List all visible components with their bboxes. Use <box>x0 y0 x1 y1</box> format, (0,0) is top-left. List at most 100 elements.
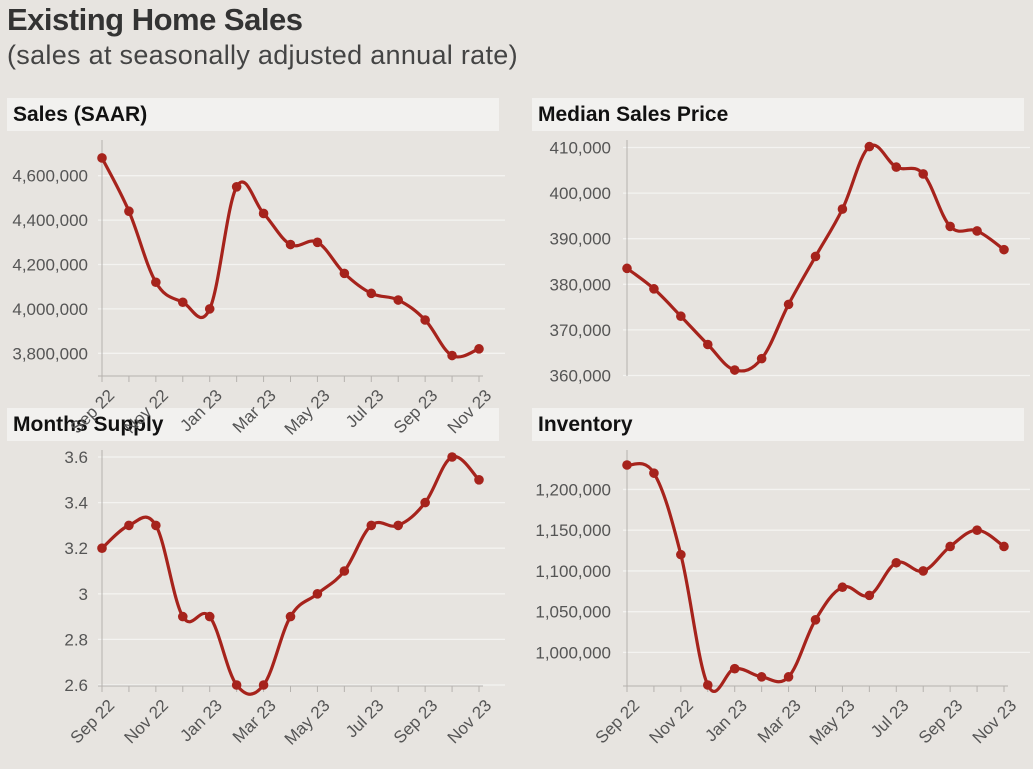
chart-sales: 3,800,000 4,000,000 4,200,000 4,400,000 4,60… <box>12 140 505 439</box>
x-tick-label: Jan 23 <box>701 696 751 746</box>
data-point <box>756 672 767 682</box>
data-point <box>285 239 296 250</box>
data-point <box>285 611 296 622</box>
data-point <box>999 244 1009 255</box>
data-point <box>97 153 107 163</box>
data-point <box>258 680 269 690</box>
data-point <box>783 299 794 310</box>
page-title: Existing Home Sales <box>7 2 303 37</box>
x-tick-label: Sep 23 <box>390 386 442 438</box>
data-point <box>393 295 404 305</box>
y-tick-label: 2.8 <box>64 630 88 649</box>
data-point <box>366 288 377 299</box>
series-line <box>625 461 1006 693</box>
data-point <box>124 520 134 531</box>
data-point <box>622 263 632 274</box>
x-tick-label: Jul 23 <box>342 696 388 742</box>
data-point <box>999 541 1009 552</box>
data-point <box>177 297 188 308</box>
data-point <box>783 672 794 682</box>
data-point <box>97 543 107 553</box>
x-tick-label: Nov 23 <box>969 696 1021 748</box>
y-tick-label: 2.6 <box>64 676 88 695</box>
data-point <box>864 590 875 601</box>
data-point <box>447 350 457 361</box>
data-point <box>231 182 242 192</box>
y-tick-label: 3.4 <box>64 494 88 513</box>
data-point <box>729 663 740 674</box>
data-point <box>339 566 350 576</box>
data-point <box>420 315 430 325</box>
y-tick-label: 360,000 <box>550 367 611 386</box>
y-tick-label: 1,150,000 <box>535 521 611 540</box>
x-tick-label: Jul 23 <box>867 696 913 742</box>
x-tick-label: May 23 <box>806 696 859 749</box>
data-point <box>204 611 215 622</box>
y-tick-label: 3,800,000 <box>12 344 88 363</box>
panel-title-inventory: Inventory <box>532 408 1024 441</box>
y-tick-label: 4,600,000 <box>12 167 88 186</box>
x-tick-label: Sep 23 <box>915 696 967 748</box>
data-point <box>204 304 215 314</box>
x-tick-label: May 23 <box>281 696 334 749</box>
x-tick-label: Mar 23 <box>229 696 280 747</box>
data-point <box>891 162 902 172</box>
panel-title-months-supply: Months Supply <box>7 408 499 441</box>
x-tick-label: Jul 23 <box>342 386 388 432</box>
data-point <box>177 611 188 622</box>
y-tick-label: 1,000,000 <box>535 643 611 662</box>
data-point <box>649 284 659 294</box>
x-tick-label: Sep 22 <box>592 696 644 748</box>
panel-title-median-price: Median Sales Price <box>532 98 1024 131</box>
data-point <box>837 204 848 214</box>
data-point <box>729 365 740 375</box>
data-point <box>918 566 929 576</box>
data-point <box>891 557 902 568</box>
data-point <box>676 549 686 560</box>
y-tick-label: 370,000 <box>550 321 611 340</box>
x-tick-label: Jan 23 <box>176 696 226 746</box>
data-point <box>447 452 457 462</box>
y-tick-label: 390,000 <box>550 230 611 249</box>
y-tick-label: 3.6 <box>64 448 88 467</box>
y-tick-label: 4,000,000 <box>12 300 88 319</box>
panel-title-sales: Sales (SAAR) <box>7 98 499 131</box>
x-tick-label: Nov 22 <box>121 696 173 748</box>
y-tick-label: 400,000 <box>550 184 611 203</box>
data-point <box>945 221 955 232</box>
series-line <box>100 455 481 696</box>
data-point <box>258 208 269 219</box>
data-point <box>151 520 161 531</box>
data-point <box>837 582 848 593</box>
y-tick-label: 3.2 <box>64 539 88 558</box>
x-tick-label: Nov 23 <box>444 696 496 748</box>
y-tick-label: 1,200,000 <box>535 480 611 499</box>
data-point <box>918 169 929 179</box>
x-tick-label: Mar 23 <box>229 386 280 437</box>
data-point <box>366 520 377 531</box>
data-point <box>339 268 350 279</box>
data-point <box>312 589 323 599</box>
data-point <box>151 277 161 288</box>
page-subtitle: (sales at seasonally adjusted annual rat… <box>7 40 518 70</box>
x-tick-label: May 23 <box>281 386 334 439</box>
data-point <box>649 468 659 478</box>
data-point <box>702 680 713 690</box>
y-tick-label: 4,400,000 <box>12 211 88 230</box>
data-point <box>420 497 430 508</box>
data-point <box>702 339 713 350</box>
data-point <box>474 344 484 354</box>
y-tick-label: 4,200,000 <box>12 256 88 275</box>
data-point <box>945 541 955 552</box>
chart-months-supply: 2.6 2.8 3 3.2 3.4 3.6 Sep 22 Nov 22 Jan 23 Mar 23… <box>64 448 505 749</box>
y-tick-label: 410,000 <box>550 139 611 158</box>
y-tick-label: 3 <box>79 585 88 604</box>
data-point <box>474 475 484 485</box>
y-tick-label: 1,050,000 <box>535 603 611 622</box>
data-point <box>810 251 821 262</box>
data-point <box>231 680 242 690</box>
data-point <box>622 460 632 470</box>
data-point <box>810 615 821 625</box>
x-tick-label: Nov 22 <box>121 386 173 438</box>
